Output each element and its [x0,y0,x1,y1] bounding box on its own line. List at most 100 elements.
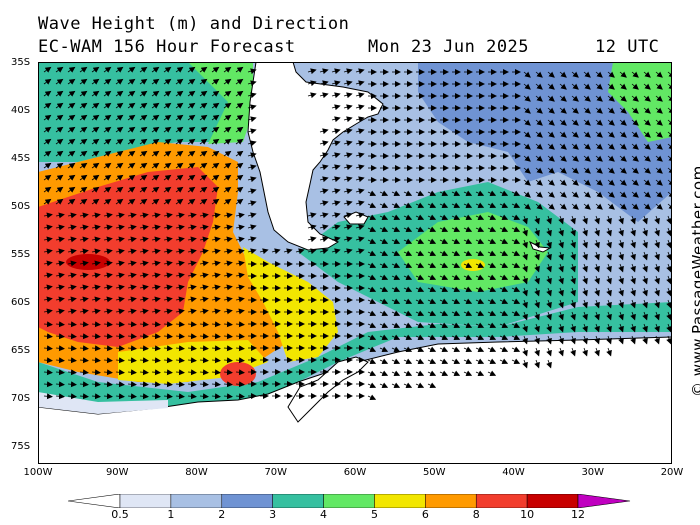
direction-arrow [547,167,555,174]
direction-arrow [103,174,112,181]
legend-high-arrow [577,494,631,508]
direction-arrow [463,346,473,352]
direction-arrow [211,345,221,352]
direction-arrow [223,236,233,243]
direction-arrow [595,131,603,138]
direction-arrow [139,272,149,279]
direction-arrow [511,190,521,196]
direction-arrow [331,236,341,243]
direction-arrow [91,138,100,145]
direction-arrow [570,323,576,333]
direction-arrow [559,167,567,174]
direction-arrow [343,164,353,171]
direction-arrow [175,114,184,121]
forecast-time: 12 UTC [595,37,660,57]
direction-arrow [522,323,528,333]
direction-arrow [67,198,76,205]
direction-arrow [235,90,244,97]
direction-arrow [103,114,112,121]
wave-height-map [38,62,672,464]
direction-arrow [654,251,660,261]
direction-arrow [391,346,401,352]
direction-arrow [618,263,624,273]
direction-arrow [547,83,555,90]
direction-arrow [43,321,53,328]
direction-arrow [487,226,497,232]
direction-arrow [79,272,89,279]
direction-arrow [163,345,173,352]
direction-arrow [235,345,245,352]
direction-arrow [175,248,185,255]
direction-arrow [199,138,208,145]
direction-arrow [595,191,603,198]
direction-arrow [103,90,112,97]
direction-arrow [223,174,232,181]
legend-label: 3 [269,508,277,521]
direction-arrow [583,143,591,150]
direction-arrow [199,114,208,121]
wave-zone-ne-green [608,62,672,142]
direction-arrow [43,126,52,133]
direction-arrow [43,66,52,73]
direction-arrow [559,179,567,186]
direction-arrow [583,155,591,162]
direction-arrow [151,345,161,352]
direction-arrow [523,71,531,78]
direction-arrow [463,190,473,196]
direction-arrow [43,296,53,303]
direction-arrow [79,248,89,255]
direction-arrow [391,310,401,316]
direction-arrow [331,188,341,195]
direction-arrow [619,131,627,138]
direction-arrow [487,322,497,328]
direction-arrow [223,138,232,145]
direction-arrow [522,335,528,345]
direction-arrow [403,334,413,340]
direction-arrow [606,323,612,333]
direction-arrow [55,308,65,315]
direction-arrow [594,239,600,249]
direction-arrow [594,215,600,225]
direction-arrow [582,299,588,309]
direction-arrow [163,78,172,85]
wave-zone-south-teal [38,302,672,407]
direction-arrow [187,236,197,243]
direction-arrow [559,155,567,162]
direction-arrow [223,248,233,255]
direction-arrow [79,236,89,243]
direction-arrow [175,284,185,291]
direction-arrow [666,323,672,333]
direction-arrow [391,322,401,328]
direction-arrow [451,286,461,292]
direction-arrow [343,128,353,135]
direction-arrow [151,272,161,279]
direction-arrow [379,286,389,292]
direction-arrow [570,311,576,321]
direction-arrow [187,114,196,121]
direction-arrow [606,239,612,249]
direction-arrow [43,198,52,205]
direction-arrow [367,262,377,268]
direction-arrow [103,248,113,255]
direction-arrow [151,296,161,303]
direction-arrow [211,126,220,133]
direction-arrow [654,335,660,345]
direction-arrow [619,71,627,78]
direction-arrow [355,116,365,123]
direction-arrow [103,102,112,109]
direction-arrow [451,238,461,244]
direction-arrow [535,167,543,174]
direction-arrow [606,215,612,225]
direction-arrow [546,239,552,249]
direction-arrow [547,131,555,138]
direction-arrow [642,215,648,225]
longitude-label: 40W [502,467,525,478]
direction-arrow [391,274,401,280]
direction-arrow [199,212,209,219]
direction-arrow [223,321,233,328]
legend-label: 8 [472,508,480,521]
direction-arrow [211,102,220,109]
direction-arrow [151,78,160,85]
direction-arrow [127,272,137,279]
direction-arrow [487,202,497,208]
